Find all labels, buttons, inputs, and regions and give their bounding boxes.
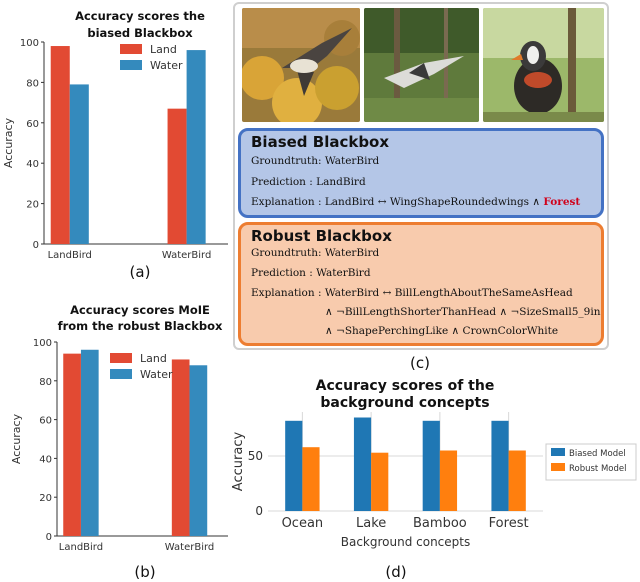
legend-label: Land [140,352,167,365]
robust-explanation-2: ∧ ¬BillLengthShorterThanHead ∧ ¬SizeSmal… [325,306,601,318]
bar-biased-model [491,420,509,511]
bar-water [69,84,89,244]
y-axis-label: Accuracy [2,117,15,168]
bar-robust-model [508,450,526,511]
x-tick-label: WaterBird [165,542,214,553]
x-tick-label: Lake [356,516,386,531]
bird-photo-1 [242,8,360,122]
robust-explanation-1: Explanation : WaterBird ↔ BillLengthAbou… [251,287,573,299]
panel-label-b: (b) [134,563,155,581]
legend-label: Water [150,59,183,72]
bar-robust-model [302,447,320,511]
legend-swatch [551,463,565,471]
biased-box-title: Biased Blackbox [251,133,390,151]
chart-title-line: from the robust Blackbox [58,319,223,333]
legend-label: Robust Model [569,464,627,474]
legend-swatch [120,60,142,70]
legend-label: Land [150,43,177,56]
y-tick-label: 80 [39,377,52,388]
legend-swatch [110,353,132,363]
y-tick-label: 100 [33,338,52,349]
chart-title-line: biased Blackbox [87,26,193,40]
panel-label-a: (a) [130,263,151,281]
biased-blackbox-box: Biased Blackbox Groundtruth: WaterBird P… [238,128,604,218]
x-tick-label: Ocean [282,516,324,531]
x-tick-label: LandBird [48,250,92,261]
bar-water [80,349,99,536]
y-tick-label: 50 [248,449,263,463]
panel-label-c: (c) [410,354,430,372]
legend-swatch [110,369,132,379]
panel-label-d: (d) [385,563,406,581]
legend-swatch [120,44,142,54]
robust-box-title: Robust Blackbox [251,227,392,245]
legend-swatch [551,448,565,456]
bar-biased-model [353,417,372,511]
chart-title-line: Accuracy scores of the [316,378,495,394]
chart-a: Accuracy scores the biased Blackbox 0 20 40 6… [2,9,228,261]
y-axis-label: Accuracy [231,432,246,492]
y-tick-label: 100 [20,38,39,49]
panel-c-frame [233,2,609,350]
biased-explanation-forest: Forest [543,196,581,208]
bird-photo-3 [483,8,604,122]
y-tick-label: 40 [39,454,52,465]
bar-biased-model [285,420,303,511]
biased-explanation-text: Explanation : LandBird ↔ WingShapeRounde… [251,196,544,208]
bar-land [171,359,190,536]
chart-title-line: background concepts [320,395,489,411]
legend-label: Biased Model [569,449,626,459]
robust-prediction: Prediction : WaterBird [251,267,371,279]
x-tick-label: Forest [489,516,529,531]
x-tick-label: Bamboo [413,516,467,531]
y-tick-label: 60 [39,416,52,427]
x-axis-label: Background concepts [341,535,471,549]
bar-robust-model [371,452,389,511]
bar-land [167,108,187,244]
legend-label: Water [140,368,173,381]
y-tick-label: 0 [46,532,52,543]
robust-explanation-3: ∧ ¬ShapePerchingLike ∧ CrownColorWhite [325,325,559,337]
y-tick-label: 0 [255,504,263,518]
y-tick-label: 20 [39,493,52,504]
y-tick-label: 0 [33,240,39,251]
bar-land [63,353,81,536]
biased-prediction: Prediction : LandBird [251,176,366,188]
bar-biased-model [422,420,440,511]
y-tick-label: 60 [26,119,39,130]
bar-robust-model [439,450,458,511]
y-axis-label: Accuracy [10,413,23,464]
chart-title-line: Accuracy scores MoIE [70,303,210,317]
y-tick-label: 20 [26,200,39,211]
robust-blackbox-box: Robust Blackbox Groundtruth: WaterBird P… [238,222,604,346]
x-tick-label: LandBird [59,542,103,553]
x-tick-label: WaterBird [162,250,211,261]
robust-groundtruth: Groundtruth: WaterBird [251,247,380,259]
bar-land [50,46,70,244]
biased-explanation: Explanation : LandBird ↔ WingShapeRounde… [251,196,580,208]
bar-water [189,365,208,536]
bird-photo-2 [364,8,479,122]
chart-b: Accuracy scores MoIE from the robust Blac… [10,303,228,553]
y-tick-label: 80 [26,78,39,89]
chart-title-line: Accuracy scores the [75,9,205,23]
y-tick-label: 40 [26,159,39,170]
biased-groundtruth: Groundtruth: WaterBird [251,155,380,167]
bar-water [186,50,206,244]
